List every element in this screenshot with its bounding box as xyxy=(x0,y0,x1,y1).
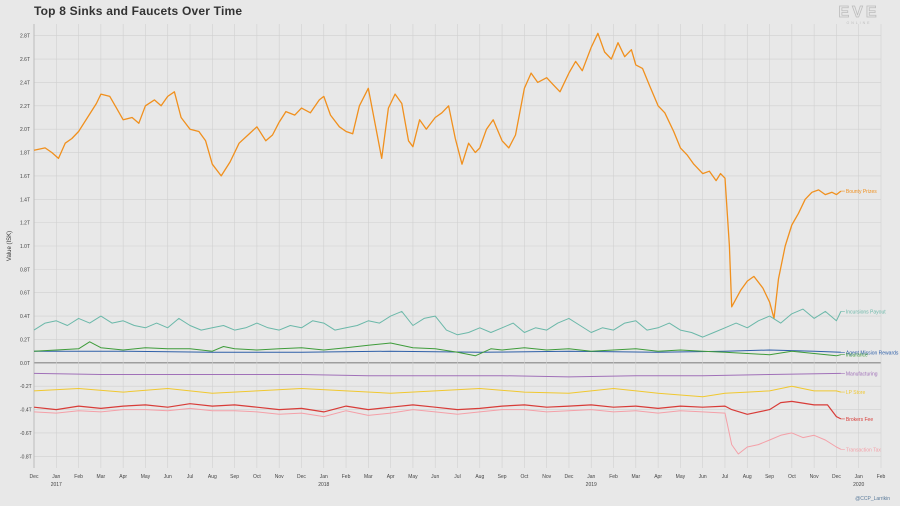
y-tick-label: 2.4T xyxy=(20,80,30,86)
grid xyxy=(33,24,882,468)
y-tick-label: 0.0T xyxy=(20,361,30,367)
y-tick-label: 1.4T xyxy=(20,197,30,203)
chart-title: Top 8 Sinks and Faucets Over Time xyxy=(34,4,243,18)
x-year-label: 2017 xyxy=(51,482,62,488)
x-tick-label: Jul xyxy=(454,474,460,480)
y-axis-label: Value (ISK) xyxy=(7,231,13,261)
x-tick-label: Sep xyxy=(765,474,774,480)
x-tick-label: Apr xyxy=(654,474,662,480)
x-tick-label: Nov xyxy=(275,474,284,480)
x-tick-label: Jun xyxy=(431,474,439,480)
y-tick-label: 1.0T xyxy=(20,244,30,250)
x-tick-label: Oct xyxy=(253,474,261,480)
y-axis: 2.8T 2.6T 2.4T 2.2T 2.0T 1.8T 1.6T 1.4T 1.2T 1.0T… xyxy=(20,34,32,461)
series-group xyxy=(33,32,842,455)
x-tick-label: Nov xyxy=(542,474,551,480)
x-tick-label: May xyxy=(408,474,418,480)
y-tick-label: 2.6T xyxy=(20,57,30,63)
x-tick-label: Apr xyxy=(387,474,395,480)
x-tick-label: Jan xyxy=(52,474,60,480)
x-tick-label: Dec xyxy=(832,474,841,480)
series-label-insurance: Insurance xyxy=(846,353,868,359)
y-tick-label: 0.6T xyxy=(20,291,30,297)
logo-subtext: ONLINE xyxy=(846,21,871,25)
series-line-manufacturing xyxy=(33,372,841,378)
series-line-lp-store xyxy=(33,385,842,398)
series-line-incursions-payout xyxy=(33,308,842,338)
x-year-label: 2019 xyxy=(586,482,597,488)
series-label-transaction-tax: Transaction Tax xyxy=(846,447,882,453)
x-tick-label: Jun xyxy=(164,474,172,480)
series-label-manufacturing: Manufacturing xyxy=(846,371,878,377)
series-label-agent-mission-rewards: Agent Mission Rewards xyxy=(846,350,899,356)
x-tick-label: Jul xyxy=(722,474,728,480)
series-line-brokers-fee xyxy=(33,400,842,420)
x-year-label: 2018 xyxy=(318,482,329,488)
logo-text: EVE xyxy=(838,4,879,21)
x-tick-label: Mar xyxy=(364,474,373,480)
series-line-transaction-tax xyxy=(33,407,842,455)
credit-text: @CCP_Larrikin xyxy=(855,496,890,502)
x-tick-label: Sep xyxy=(230,474,239,480)
y-tick-label: -0.6T xyxy=(20,431,32,437)
x-tick-label: Nov xyxy=(810,474,819,480)
x-tick-label: May xyxy=(141,474,151,480)
series-label-incursions-payout: Incursions Payout xyxy=(846,309,886,315)
y-tick-label: 0.8T xyxy=(20,267,30,273)
x-tick-label: Aug xyxy=(743,474,752,480)
x-tick-label: Apr xyxy=(119,474,127,480)
eve-online-logo: EVE ONLINE xyxy=(838,4,879,25)
y-tick-label: 0.4T xyxy=(20,314,30,320)
y-tick-label: 2.8T xyxy=(20,34,30,40)
y-tick-label: 1.2T xyxy=(20,221,30,227)
x-tick-label: Sep xyxy=(498,474,507,480)
x-tick-label: Jul xyxy=(187,474,193,480)
x-tick-label: May xyxy=(676,474,686,480)
x-year-label: 2020 xyxy=(853,482,864,488)
series-labels: Bounty Prizes Incursions Payout Agent Miss… xyxy=(840,189,899,453)
series-label-lp-store: LP Store xyxy=(846,390,866,396)
y-tick-label: -0.8T xyxy=(20,454,32,460)
y-tick-label: 1.8T xyxy=(20,151,30,157)
x-tick-label: Feb xyxy=(74,474,83,480)
x-axis: Dec Jan 2017 Feb Mar Apr May Jun Jul Aug Sep Oct Nov… xyxy=(30,474,886,488)
x-tick-label: Jan xyxy=(320,474,328,480)
x-tick-label: Feb xyxy=(609,474,618,480)
x-tick-label: Aug xyxy=(475,474,484,480)
x-tick-label: Dec xyxy=(564,474,573,480)
x-tick-label: Oct xyxy=(788,474,796,480)
x-tick-label: Feb xyxy=(877,474,886,480)
series-line-bounty-prizes xyxy=(33,32,842,320)
x-tick-label: Jan xyxy=(855,474,863,480)
y-tick-label: 1.6T xyxy=(20,174,30,180)
x-tick-label: Mar xyxy=(97,474,106,480)
y-tick-label: -0.4T xyxy=(20,408,32,414)
x-tick-label: Aug xyxy=(208,474,217,480)
x-tick-label: Jun xyxy=(699,474,707,480)
x-tick-label: Oct xyxy=(520,474,528,480)
series-line-agent-mission-rewards xyxy=(34,349,841,353)
x-tick-label: Dec xyxy=(297,474,306,480)
series-line-insurance xyxy=(33,341,842,357)
y-tick-label: 2.0T xyxy=(20,127,30,133)
x-tick-label: Feb xyxy=(342,474,351,480)
y-tick-label: -0.2T xyxy=(20,384,32,390)
series-label-bounty-prizes: Bounty Prizes xyxy=(846,189,877,195)
y-tick-label: 2.2T xyxy=(20,104,30,110)
series-label-brokers-fee: Brokers Fee xyxy=(846,417,873,423)
y-tick-label: 0.2T xyxy=(20,337,30,343)
x-tick-label: Jan xyxy=(587,474,595,480)
x-tick-label: Dec xyxy=(30,474,39,480)
x-tick-label: Mar xyxy=(632,474,641,480)
